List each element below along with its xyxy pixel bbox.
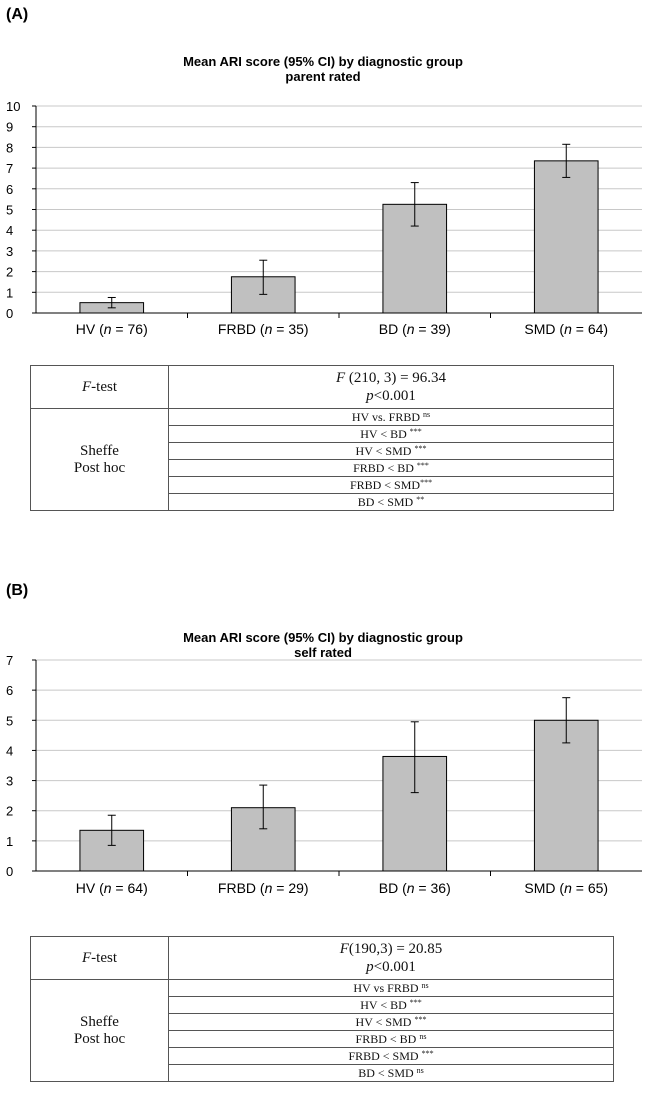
bar-smd: [533, 719, 599, 872]
y-tick-label: 4: [6, 223, 13, 238]
chart-subtitle: parent rated: [285, 69, 360, 84]
y-tick-label: 1: [6, 834, 13, 849]
x-tick-label: FRBD (n = 29): [218, 880, 309, 896]
chart-title: Mean ARI score (95% CI) by diagnostic gr…: [183, 630, 463, 645]
comparison-row: BD < SMD ns: [168, 1064, 614, 1082]
comparison-row: FRBD < SMD ***: [168, 1047, 614, 1065]
comparison-row: HV vs FRBD ns: [168, 979, 614, 997]
y-tick-label: 3: [6, 774, 13, 789]
y-tick-label: 2: [6, 804, 13, 819]
comparison-row: HV < BD ***: [168, 425, 614, 443]
comparison-row: FRBD < BD ***: [168, 459, 614, 477]
ftest-result: F(190,3) = 20.85 p<0.001: [168, 936, 614, 980]
y-tick-label: 5: [6, 203, 13, 218]
posthoc-label: Sheffe Post hoc: [30, 408, 169, 511]
comparison-row: FRBD < SMD***: [168, 476, 614, 494]
ftest-label: F-test: [30, 936, 169, 980]
chart-subtitle: self rated: [294, 645, 352, 660]
x-tick-label: FRBD (n = 35): [218, 321, 309, 337]
y-tick-label: 3: [6, 244, 13, 259]
comparison-row: HV < SMD ***: [168, 442, 614, 460]
comparison-row: HV < SMD ***: [168, 1013, 614, 1031]
y-tick-label: 6: [6, 683, 13, 698]
chart-a: Mean ARI score (95% CI) by diagnostic gr…: [6, 54, 642, 337]
y-tick-label: 7: [6, 653, 13, 668]
x-tick-label: SMD (n = 64): [524, 321, 608, 337]
y-tick-label: 10: [6, 99, 20, 114]
y-tick-label: 8: [6, 140, 13, 155]
comparison-row: FRBD < BD ns: [168, 1030, 614, 1048]
panel-a-label: (A): [6, 6, 29, 23]
bar-smd: [533, 160, 599, 314]
y-tick-label: 0: [6, 306, 13, 321]
stats-table-a: F-test F (210, 3) = 96.34 p<0.001 Sheffe…: [30, 365, 614, 511]
stats-table-b: F-test F(190,3) = 20.85 p<0.001 Sheffe P…: [30, 936, 614, 1082]
x-tick-label: HV (n = 64): [76, 880, 148, 896]
comparison-row: BD < SMD **: [168, 493, 614, 511]
y-tick-label: 4: [6, 743, 13, 758]
x-tick-label: SMD (n = 65): [524, 880, 608, 896]
ftest-label: F-test: [30, 365, 169, 409]
x-tick-label: BD (n = 39): [379, 321, 451, 337]
y-tick-label: 5: [6, 713, 13, 728]
x-tick-label: BD (n = 36): [379, 880, 451, 896]
x-tick-label: HV (n = 76): [76, 321, 148, 337]
y-tick-label: 9: [6, 120, 13, 135]
chart-b: Mean ARI score (95% CI) by diagnostic gr…: [6, 630, 642, 896]
chart-title: Mean ARI score (95% CI) by diagnostic gr…: [183, 54, 463, 69]
y-tick-label: 2: [6, 265, 13, 280]
comparison-row: HV < BD ***: [168, 996, 614, 1014]
y-tick-label: 7: [6, 161, 13, 176]
y-tick-label: 1: [6, 285, 13, 300]
y-tick-label: 6: [6, 182, 13, 197]
comparison-row: HV vs. FRBD ns: [168, 408, 614, 426]
panel-b-label: (B): [6, 582, 29, 599]
ftest-result: F (210, 3) = 96.34 p<0.001: [168, 365, 614, 409]
y-tick-label: 0: [6, 864, 13, 879]
posthoc-label: Sheffe Post hoc: [30, 979, 169, 1082]
